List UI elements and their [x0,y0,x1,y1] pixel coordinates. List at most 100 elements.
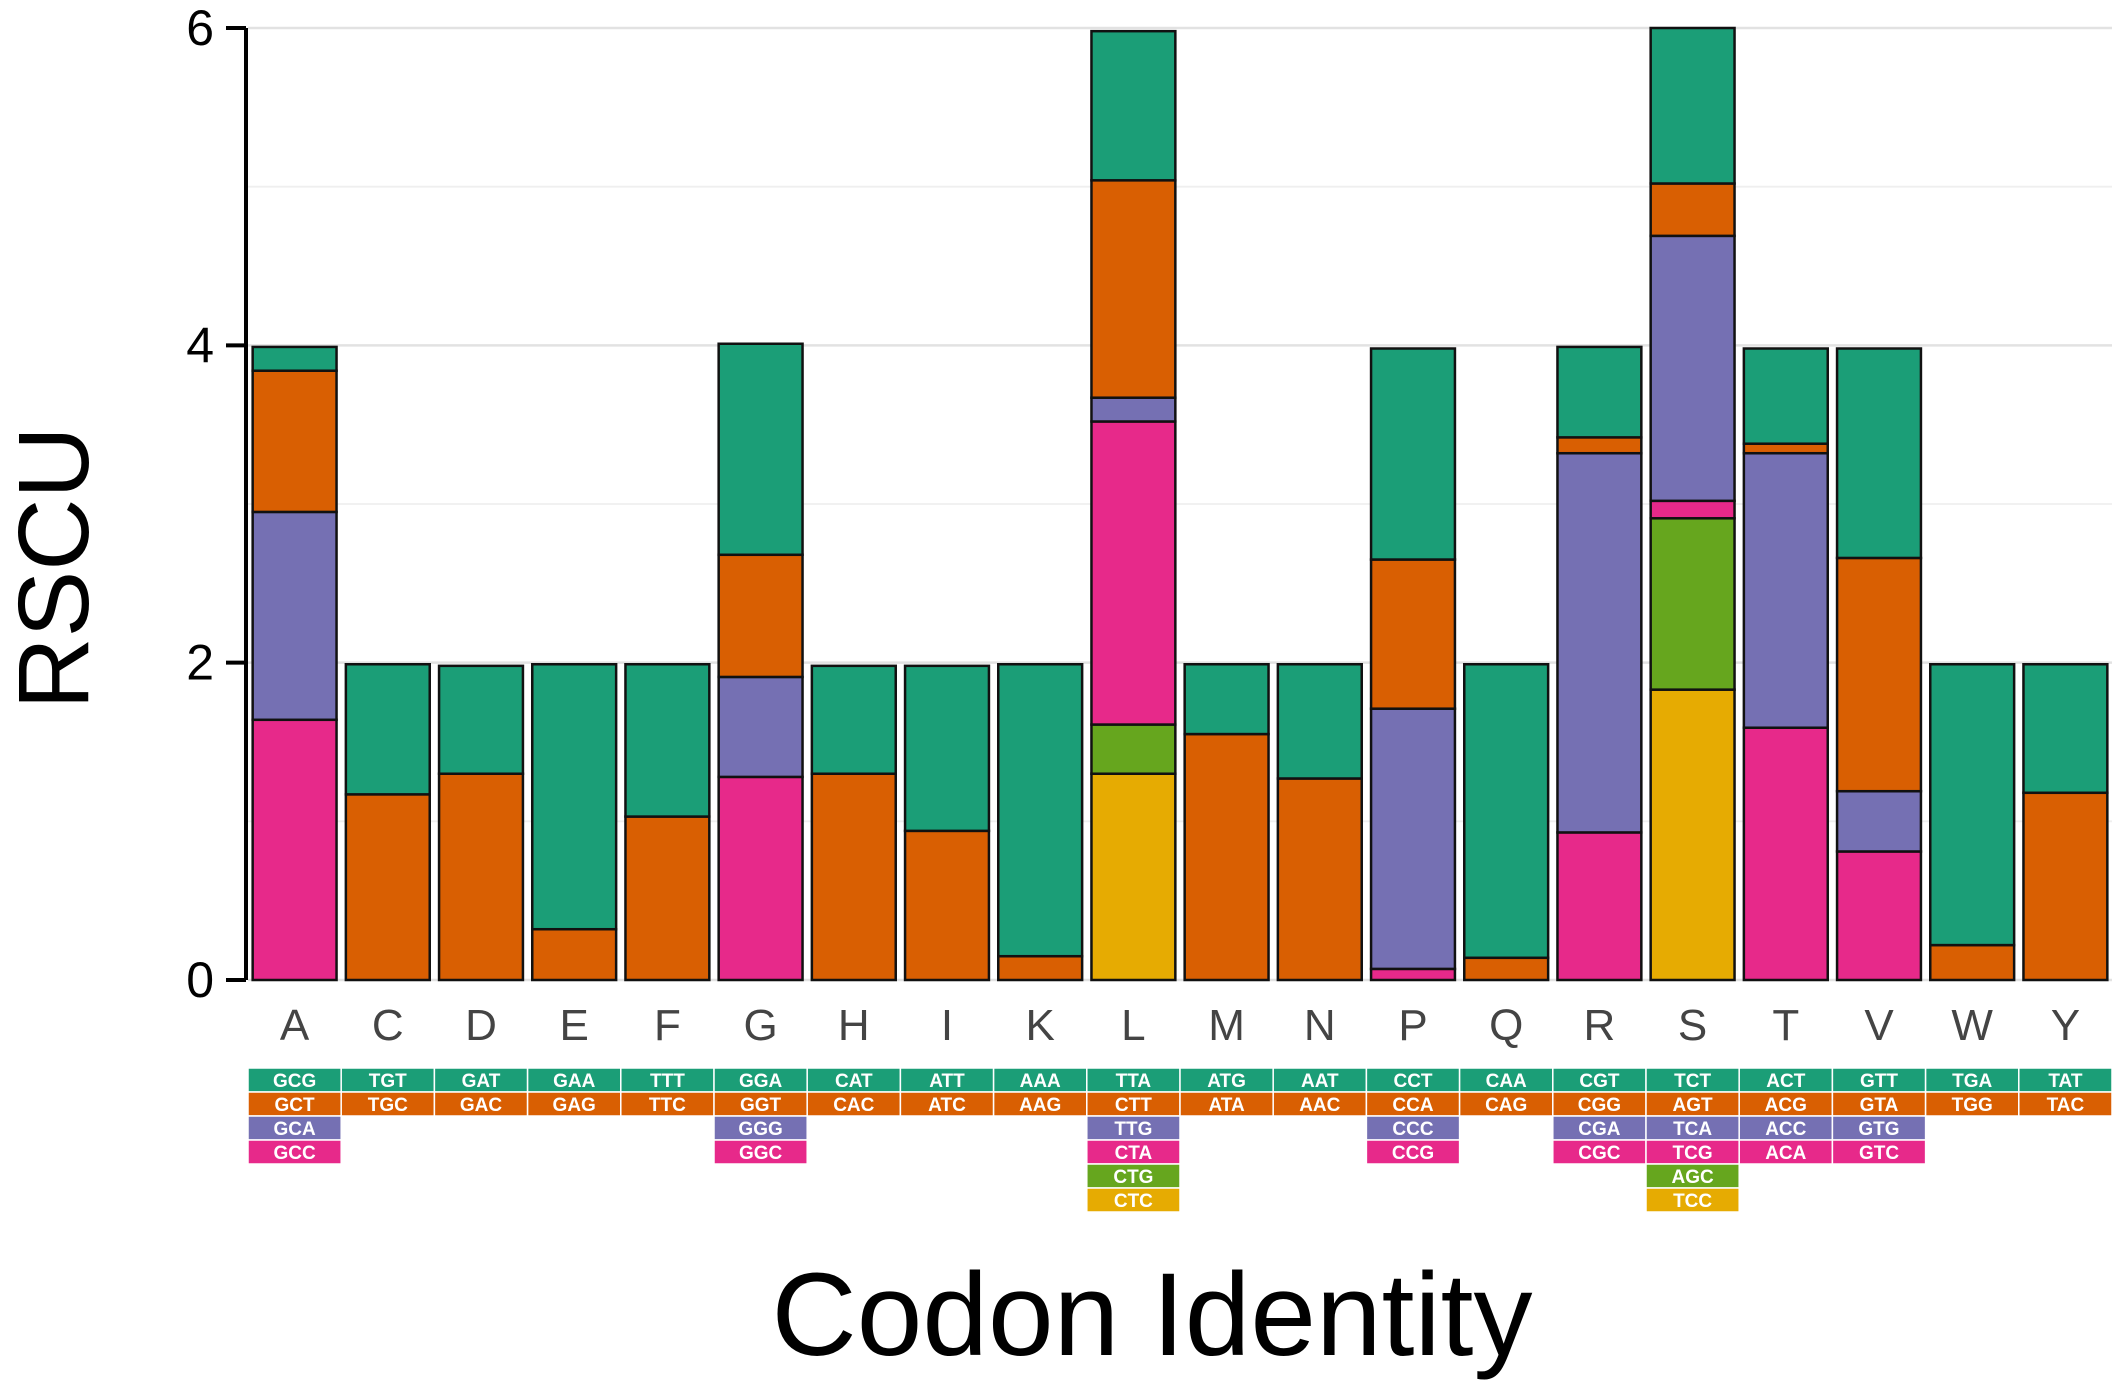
codon-label: GCT [275,1095,316,1116]
codon-label: ATT [929,1071,965,1092]
codon-cell [340,1091,436,1117]
codon-label: TTG [1114,1119,1152,1140]
codon-label: GAA [553,1071,596,1092]
bar-segment-GCG [251,345,338,372]
bar-segment-GAT [437,664,525,775]
y-tick-label: 0 [186,952,214,1008]
codon-cell [1738,1091,1834,1117]
grid-layer [248,26,2112,982]
codon-label: TGG [1952,1095,1993,1116]
bar-segment-TGA [1929,663,2016,947]
codon-cell [1831,1091,1927,1117]
codon-cell [2018,1067,2113,1093]
bar-segment-CTA [1090,420,1177,726]
codon-label: CAA [1486,1071,1527,1092]
x-tick-label: Y [2051,1001,2080,1050]
codon-cell [1552,1067,1647,1093]
codon-label: CTC [1114,1191,1153,1212]
x-tick-label: F [654,1001,681,1050]
codon-cell [1924,1067,2020,1093]
codon-label: AGC [1671,1167,1714,1188]
codon-cell [1738,1139,1834,1165]
codon-label: GAG [553,1095,596,1116]
bar-segment-ACG [1742,442,1829,455]
codon-label: GTT [1860,1071,1898,1092]
bar-segment-CAA [1463,663,1550,960]
codon-cell [1831,1067,1927,1093]
codon-label: ATG [1207,1071,1246,1092]
x-tick-label: N [1304,1001,1336,1050]
codon-label: ATA [1208,1095,1245,1116]
codon-label: CGA [1578,1119,1621,1140]
y-tick-label: 2 [186,635,214,691]
x-tick-label: V [1864,1001,1894,1050]
y-tick-label: 6 [186,0,214,56]
x-tick-label: M [1208,1001,1245,1050]
codon-label: CCG [1392,1143,1434,1164]
bar-segment-TCC [1649,688,1736,982]
x-tick-label: E [560,1001,589,1050]
codon-cell [1645,1115,1740,1141]
codon-label: GGT [740,1095,782,1116]
x-tick-label: R [1584,1001,1616,1050]
codon-cell [806,1067,902,1093]
x-tick-label: K [1026,1001,1055,1050]
bar-segment-TTT [624,663,711,818]
codon-cell [992,1067,1088,1093]
codon-cell [1272,1091,1368,1117]
x-tick-label: C [372,1001,404,1050]
codon-cell [1831,1115,1927,1141]
codon-label: CCC [1392,1119,1433,1140]
codon-label: GGC [739,1143,783,1164]
bar-segment-GAG [531,927,618,982]
bar-segment-CGC [1556,831,1643,982]
codon-cell [992,1091,1088,1117]
codon-cell [806,1091,902,1117]
bar-segment-ATG [1183,663,1270,736]
bar-segment-TCG [1649,499,1736,520]
codon-label: CTG [1113,1167,1153,1188]
bar-segment-GCC [251,718,338,982]
codon-label: GCC [273,1143,316,1164]
codon-cell [247,1139,342,1165]
bar-segment-CCC [1369,707,1457,971]
bar-segment-TGT [344,663,431,796]
bar-segment-CTT [1090,179,1177,399]
bar-segment-TGG [1929,943,2016,982]
bar-segment-GGA [717,342,804,557]
codon-label: CTT [1115,1095,1152,1116]
bar-segment-TTA [1090,29,1177,182]
codon-cell [433,1091,529,1117]
bar-segment-ACA [1742,726,1829,982]
bar-segment-TTG [1090,396,1177,423]
axis-layer: RSCU Codon Identity 0 2 4 6 A C D E F G H I K L M N P Q R S… [0,0,2080,1381]
bar-segment-GTG [1835,789,1923,853]
x-tick-label: T [1772,1001,1799,1050]
bar-segment-CCT [1369,347,1457,561]
x-tick-label: P [1398,1001,1427,1050]
x-tick-label: W [1951,1001,1993,1050]
codon-label: CAT [835,1071,873,1092]
codon-label: AAC [1299,1095,1340,1116]
codon-label: AAT [1301,1071,1339,1092]
codon-label: CAG [1485,1095,1527,1116]
codon-cell [1086,1187,1181,1213]
bar-segment-TCA [1649,234,1736,503]
x-tick-label: A [280,1001,310,1050]
codon-label: GCG [273,1071,316,1092]
x-tick-label: I [941,1001,953,1050]
codon-cell [1831,1139,1927,1165]
x-tick-label: L [1121,1001,1145,1050]
codon-label: GTG [1858,1119,1899,1140]
codon-label: TTA [1116,1071,1152,1092]
codon-label: TGT [369,1071,407,1092]
bar-segment-CGA [1556,451,1643,834]
bar-segment-AGC [1649,517,1736,691]
bar-segment-ATC [903,829,991,982]
x-tick-label: D [465,1001,497,1050]
codon-label: GCA [273,1119,316,1140]
x-axis-title: Codon Identity [772,1249,1533,1381]
codon-label: ACT [1766,1071,1805,1092]
bar-segment-AAC [1276,777,1363,982]
